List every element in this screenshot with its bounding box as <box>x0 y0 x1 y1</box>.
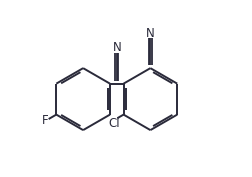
Text: N: N <box>112 41 121 54</box>
Text: N: N <box>145 27 154 40</box>
Text: F: F <box>41 114 48 127</box>
Text: Cl: Cl <box>108 117 120 130</box>
